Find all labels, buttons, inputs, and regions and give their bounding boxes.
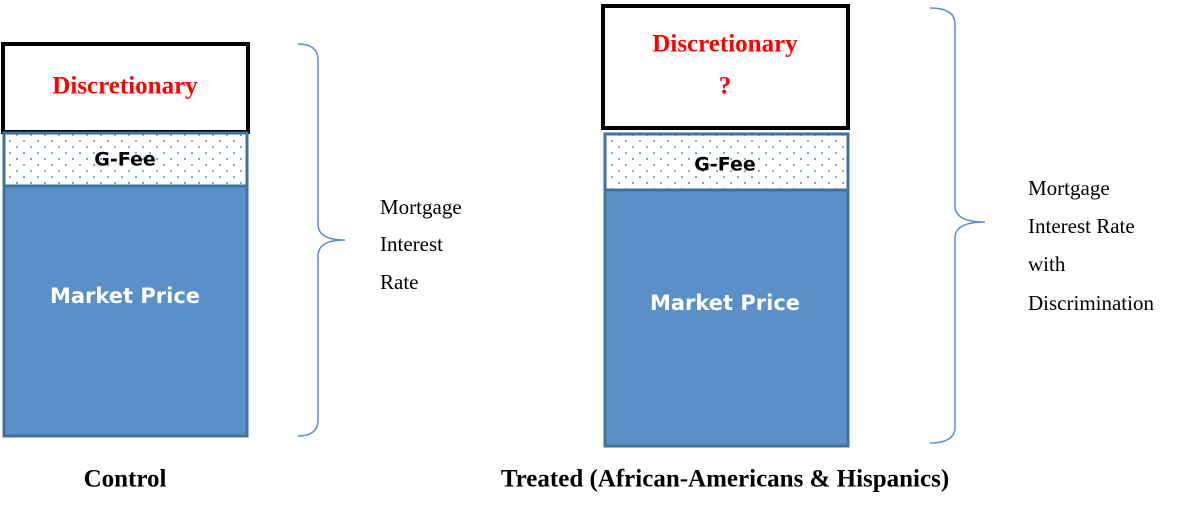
bracket-label: Mortgage [380,195,462,219]
bracket-label: with [1028,252,1066,276]
segment-label: Market Price [650,291,800,315]
segment-label: Discretionary [52,73,198,100]
panel-treated: Discretionary ? G-Fee Market Price Mortg… [501,4,1154,493]
segment-label: G-Fee [94,149,155,171]
bracket-label: Discrimination [1028,291,1154,315]
caption: Treated (African-Americans & Hispanics) [501,466,949,493]
discretionary-inner [606,9,845,125]
segment-label: ? [719,73,732,100]
bracket-label: Interest [380,232,443,256]
bracket-label: Mortgage [1028,176,1110,200]
segment-label: Market Price [50,284,200,308]
discretionary-box [601,4,850,130]
segment-label: G-Fee [694,154,755,176]
g-fee-box [603,132,850,192]
bracket [297,43,346,437]
market-price-box [603,188,850,448]
discretionary-box [1,42,250,134]
panel-control: Discretionary G-Fee Market Price Mortgag… [1,42,462,493]
caption: Control [84,466,167,493]
discretionary-inner [6,47,245,129]
bracket-label: Rate [380,270,418,294]
segment-label: Discretionary [652,31,798,58]
bracket [929,7,986,444]
market-price-box [2,184,249,438]
bracket-label: Interest Rate [1028,214,1135,238]
